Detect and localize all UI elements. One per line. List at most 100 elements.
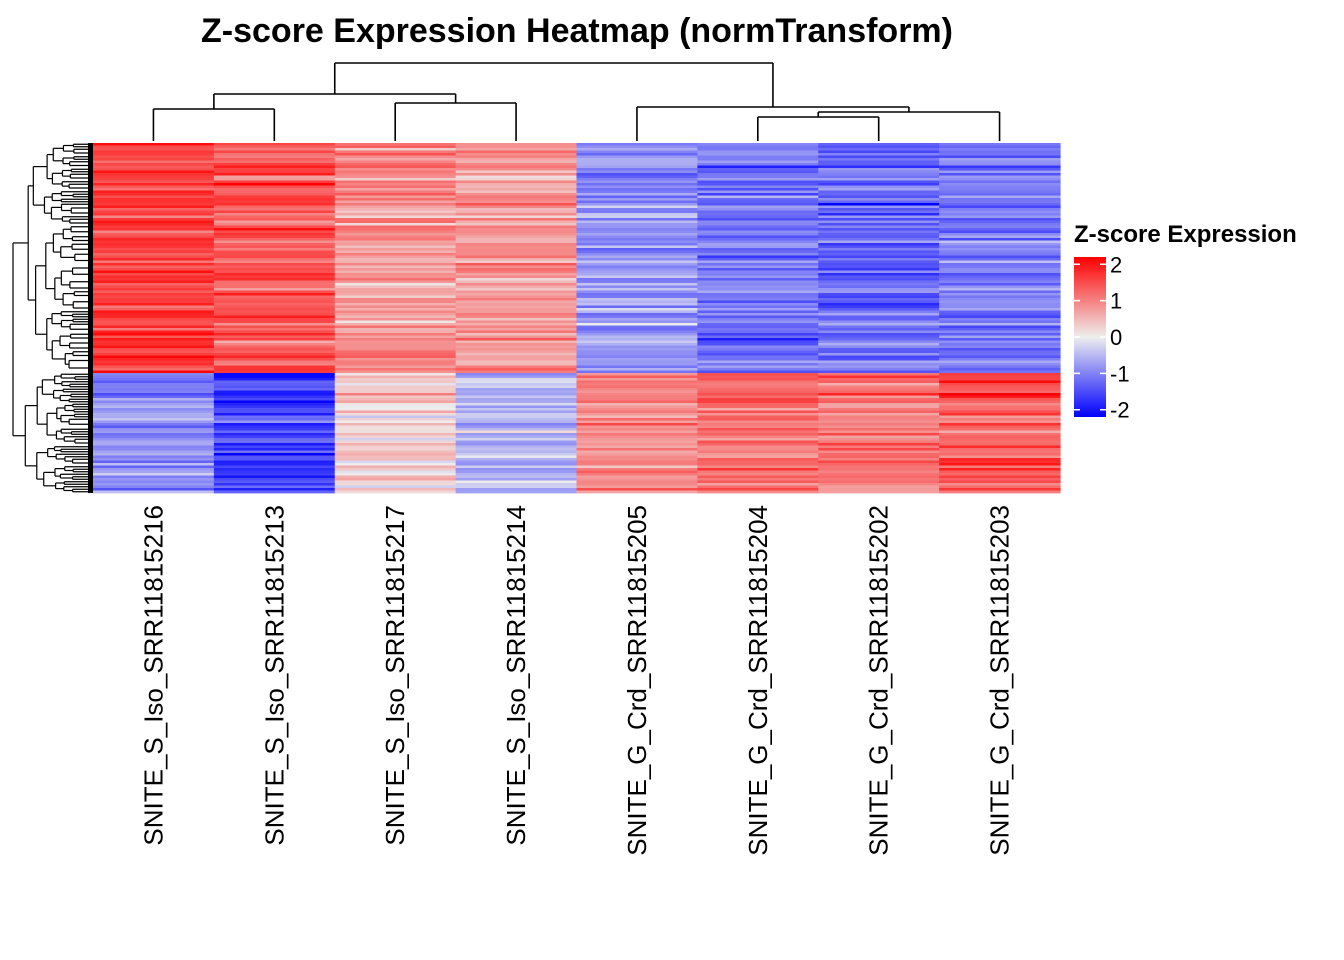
- heatmap-cell: [213, 265, 336, 269]
- heatmap-cell: [455, 410, 578, 414]
- heatmap-cell: [93, 355, 215, 359]
- heatmap-cell: [818, 280, 940, 284]
- heatmap-cell: [455, 325, 578, 329]
- heatmap-cell: [93, 413, 215, 416]
- heatmap-cell: [213, 268, 336, 271]
- heatmap-cell: [818, 338, 940, 341]
- heatmap-cell: [697, 338, 819, 341]
- heatmap-cell: [334, 155, 457, 159]
- heatmap-cell: [213, 253, 336, 256]
- heatmap-cell: [939, 430, 1061, 434]
- heatmap-cell: [334, 375, 457, 379]
- heatmap-cell: [818, 490, 940, 494]
- heatmap-cell: [213, 178, 336, 181]
- heatmap-cell: [576, 280, 698, 284]
- heatmap-cell: [939, 268, 1061, 271]
- heatmap-cell: [818, 353, 940, 356]
- heatmap-cell: [576, 150, 698, 154]
- heatmap-cell: [334, 255, 457, 259]
- heatmap-cell: [576, 463, 698, 466]
- heatmap-cell: [93, 440, 215, 444]
- heatmap-cell: [576, 485, 698, 489]
- heatmap-cell: [93, 303, 215, 306]
- heatmap-cell: [455, 390, 578, 394]
- heatmap-cell: [939, 368, 1061, 371]
- heatmap-cell: [93, 298, 215, 301]
- heatmap-cell: [455, 170, 578, 174]
- heatmap-cell: [697, 385, 819, 389]
- heatmap-cell: [213, 288, 336, 291]
- heatmap-cell: [455, 470, 578, 474]
- heatmap-cell: [939, 365, 1061, 369]
- heatmap-cell: [455, 405, 578, 409]
- heatmap-cell: [576, 303, 698, 306]
- heatmap-cell: [939, 185, 1061, 189]
- heatmap-cell: [939, 485, 1061, 489]
- heatmap-cell: [939, 393, 1061, 396]
- heatmap-cell: [334, 445, 457, 449]
- heatmap-cell: [213, 153, 336, 156]
- heatmap-cell: [455, 165, 578, 169]
- heatmap-cell: [213, 290, 336, 294]
- heatmap-cell: [939, 425, 1061, 429]
- heatmap-cell: [818, 413, 940, 416]
- heatmap-cell: [455, 418, 578, 421]
- heatmap-cell: [697, 343, 819, 346]
- heatmap-cell: [939, 205, 1061, 209]
- heatmap-cell: [697, 325, 819, 329]
- heatmap-cell: [93, 305, 215, 309]
- heatmap-cell: [93, 408, 215, 411]
- heatmap-cell: [93, 465, 215, 469]
- heatmap-cell: [576, 340, 698, 344]
- heatmap-cell: [213, 175, 336, 179]
- column-labels: SNITE_S_Iso_SRR11815216 SNITE_S_Iso_SRR11…: [138, 505, 1014, 856]
- heatmap-cell: [576, 168, 698, 171]
- heatmap-cell: [213, 433, 336, 436]
- heatmap-cell: [697, 230, 819, 234]
- heatmap-cell: [213, 413, 336, 416]
- heatmap-cell: [939, 295, 1061, 299]
- heatmap-cell: [576, 433, 698, 436]
- heatmap-cell: [697, 460, 819, 464]
- heatmap-cell: [455, 445, 578, 449]
- heatmap-cell: [576, 288, 698, 291]
- heatmap-cell: [939, 165, 1061, 169]
- heatmap-cell: [939, 168, 1061, 171]
- heatmap-cell: [939, 330, 1061, 334]
- heatmap-cell: [93, 300, 215, 304]
- heatmap-cell: [697, 310, 819, 314]
- heatmap-cell: [455, 400, 578, 404]
- heatmap-cell: [93, 205, 215, 209]
- heatmap-cell: [818, 380, 940, 384]
- heatmap-cell: [93, 210, 215, 214]
- heatmap-cell: [455, 305, 578, 309]
- heatmap-cell: [93, 403, 215, 406]
- heatmap-cell: [334, 335, 457, 339]
- heatmap-cell: [213, 490, 336, 494]
- heatmap-cell: [697, 458, 819, 461]
- heatmap-cell: [576, 210, 698, 214]
- heatmap-cell: [455, 145, 578, 149]
- heatmap-cell: [939, 343, 1061, 346]
- heatmap-cell: [818, 238, 940, 241]
- heatmap-cell: [213, 335, 336, 339]
- heatmap-cell: [213, 308, 336, 311]
- heatmap-cell: [455, 393, 578, 396]
- heatmap-cell: [93, 220, 215, 224]
- heatmap-cell: [93, 338, 215, 341]
- heatmap-cell: [455, 448, 578, 451]
- heatmap-cell: [818, 360, 940, 364]
- heatmap-cell: [576, 478, 698, 481]
- heatmap-cell: [697, 183, 819, 186]
- heatmap-cell: [576, 160, 698, 164]
- heatmap-cell: [697, 185, 819, 189]
- heatmap-cell: [697, 390, 819, 394]
- heatmap-cell: [697, 245, 819, 249]
- heatmap-cell: [939, 475, 1061, 479]
- heatmap-cell: [576, 230, 698, 234]
- legend-tick-label: 0: [1110, 325, 1122, 350]
- heatmap-cell: [213, 380, 336, 384]
- heatmap-cell: [93, 158, 215, 161]
- heatmap-cell: [818, 393, 940, 396]
- heatmap-cell: [818, 440, 940, 444]
